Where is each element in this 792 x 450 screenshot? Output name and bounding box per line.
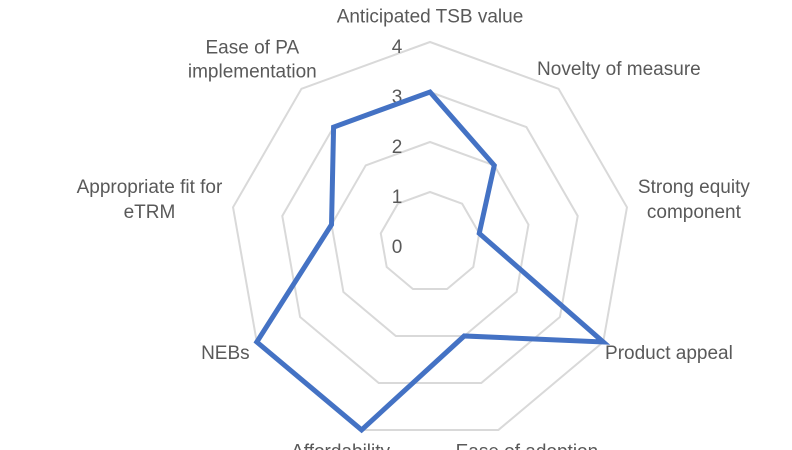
grid-ring <box>281 90 579 384</box>
category-label: Ease of PA implementation <box>187 36 317 83</box>
category-label: Novelty of measure <box>537 58 701 80</box>
grid-ring <box>379 190 481 290</box>
category-label: Appropriate fit for eTRM <box>76 177 223 223</box>
r-tick-label: 2 <box>392 137 403 158</box>
grid-ring <box>231 40 629 431</box>
grid-ring <box>330 140 530 337</box>
category-label: Strong equity component <box>637 177 750 223</box>
category-label: Affordability <box>291 440 390 450</box>
category-label: NEBs <box>201 342 250 364</box>
r-tick-label: 4 <box>392 37 403 58</box>
category-label: Ease of adoption <box>456 440 599 450</box>
category-label: Product appeal <box>605 342 733 364</box>
category-label: Anticipated TSB value <box>336 6 524 28</box>
r-tick-label: 1 <box>392 187 403 208</box>
r-tick-label: 0 <box>392 237 403 258</box>
series-line <box>253 89 611 434</box>
r-tick-label: 3 <box>392 87 403 108</box>
